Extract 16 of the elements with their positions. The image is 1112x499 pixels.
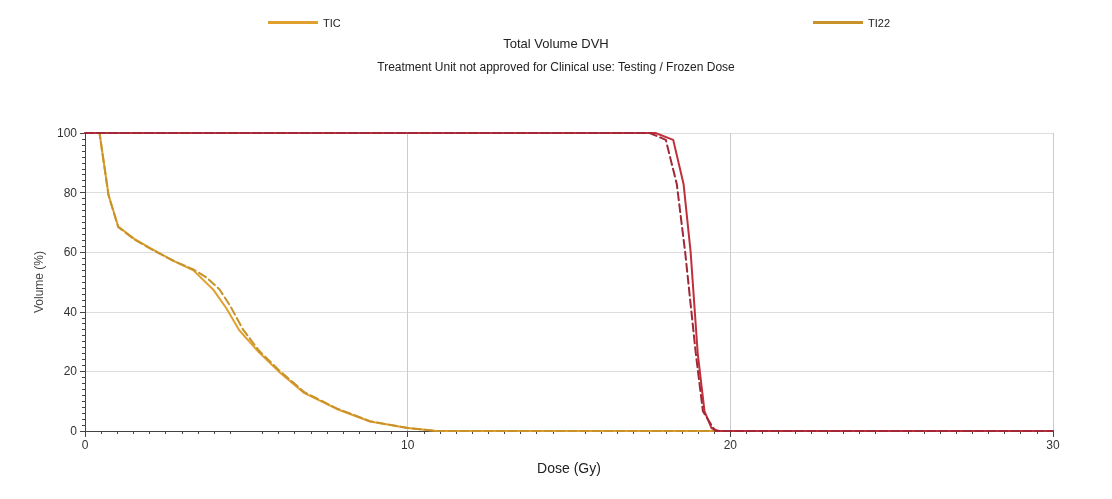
x-tick-label: 30	[1046, 438, 1060, 452]
y-axis-title: Volume (%)	[32, 250, 46, 314]
y-tick-label: 20	[63, 364, 78, 379]
y-tick-label: 100	[56, 126, 78, 140]
x-tick-label: 0	[81, 438, 89, 452]
legend-label: TI22	[868, 16, 891, 29]
y-tick-label: 80	[63, 185, 78, 200]
y-tick-label: 0	[70, 424, 78, 438]
x-tick-label: 20	[723, 438, 738, 452]
chart-subtitle: Treatment Unit not approved for Clinical use: Testing / Frozen Dose	[377, 60, 736, 74]
y-tick-label: 40	[63, 304, 78, 319]
x-tick-label: 10	[400, 438, 415, 452]
x-axis-title: Dose (Gy)	[537, 460, 601, 476]
chart-title: Total Volume DVH	[503, 36, 609, 51]
y-tick-label: 60	[63, 245, 78, 260]
legend-label: TIC	[323, 16, 341, 29]
